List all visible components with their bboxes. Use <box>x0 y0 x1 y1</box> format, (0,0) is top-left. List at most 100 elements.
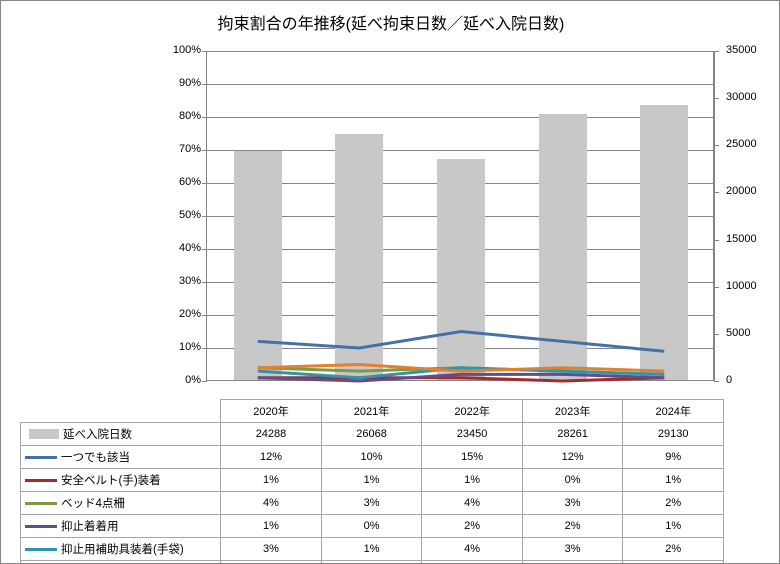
legend-label: 一つでも該当 <box>61 452 130 464</box>
y-axis-left-tick-label: 100% <box>172 44 201 56</box>
y-axis-left-ticks <box>201 51 207 382</box>
table-header-year: 2022年 <box>421 399 523 423</box>
y-axis-left-tick <box>202 282 207 283</box>
gridline <box>207 150 713 151</box>
y-axis-left-tick-label: 80% <box>178 110 201 122</box>
table-cell: 1% <box>622 468 724 492</box>
table-row: ベッド4点柵 4% 3% 4% 3% 2% <box>19 491 724 515</box>
table-cell: 1% <box>622 514 724 538</box>
bar-2021年 <box>335 134 384 380</box>
y-axis-right-tick <box>714 381 719 382</box>
y-axis-right-tick <box>714 240 719 241</box>
y-axis-left-tick-label: 20% <box>178 308 201 320</box>
table-cell: 0% <box>521 468 624 492</box>
table-header-row: 2020年 2021年 2022年 2023年 2024年 <box>20 399 724 423</box>
table-row: 抑止着着用 1% 0% 2% 2% 1% <box>19 514 724 538</box>
y-axis-left-labels: 0% 10% 20% 30% 40% 50% 60% 70% 80% 90% 100% <box>151 45 201 386</box>
bar-2022年 <box>437 158 485 380</box>
gridline <box>207 51 713 52</box>
table-cell: 4% <box>521 560 624 563</box>
line-series <box>257 376 665 383</box>
y-axis-left-tick <box>202 150 207 151</box>
y-axis-left-tick-label: 70% <box>178 143 201 155</box>
table-header-year: 2023年 <box>521 399 624 423</box>
legend-entry: 抑止着着用 <box>19 514 222 538</box>
table-cell: 2% <box>622 537 724 561</box>
table-cell: 2% <box>622 491 724 515</box>
y-axis-left-tick-label: 50% <box>178 209 201 221</box>
legend-entry: 安全ベルト(手)装着 <box>19 468 222 492</box>
legend-label: 安全ベルト(手)装着 <box>61 475 161 487</box>
y-axis-left-tick-label: 90% <box>178 77 201 89</box>
line-series <box>257 363 665 373</box>
table-cell: 29130 <box>622 422 724 446</box>
table-header-year: 2024年 <box>622 399 724 423</box>
table-header-blank <box>20 399 222 423</box>
table-cell: 4% <box>220 560 322 563</box>
table-cell: 1% <box>220 514 322 538</box>
table-cell: 2% <box>521 514 624 538</box>
bar-2024年 <box>640 105 689 380</box>
line-series <box>257 366 665 380</box>
y-axis-right-tick-label: 15000 <box>726 232 757 245</box>
table-row: 抑止用補助具装着(手袋) 3% 1% 4% 3% 2% <box>19 537 724 561</box>
y-axis-left-tick <box>202 183 207 184</box>
table-cell: 9% <box>622 445 724 469</box>
y-axis-right-tick-label: 35000 <box>726 44 757 56</box>
y-axis-right-ticks <box>714 51 720 382</box>
table-cell: 28261 <box>521 422 624 446</box>
table-cell: 4% <box>421 537 523 561</box>
table-cell: 1% <box>320 537 423 561</box>
y-axis-left-tick-label: 40% <box>178 242 201 254</box>
line-series <box>257 330 665 353</box>
table-cell: 2% <box>421 514 523 538</box>
legend-line-icon <box>25 547 57 551</box>
y-axis-right-tick-label: 10000 <box>726 279 757 292</box>
y-axis-right-tick <box>714 145 719 146</box>
y-axis-right-labels: 0 5000 10000 15000 20000 25000 30000 35000 <box>720 45 775 386</box>
y-axis-right-tick-label: 0 <box>726 374 733 386</box>
y-axis-right-tick <box>714 51 719 52</box>
table-row: 安全ベルト(手)装着 1% 1% 1% 0% 1% <box>19 468 724 492</box>
legend-entry: 延べ入院日数 <box>19 422 222 446</box>
legend-line-icon <box>25 478 57 482</box>
gridline <box>207 117 713 118</box>
y-axis-right-tick-label: 5000 <box>726 326 751 339</box>
y-axis-right-tick-label: 30000 <box>726 91 757 104</box>
legend-entry: ベッド4点柵 <box>19 491 222 515</box>
table-cell: 1% <box>320 468 423 492</box>
legend-line-icon <box>25 455 57 459</box>
data-table: 2020年 2021年 2022年 2023年 2024年 延べ入院日数 24288 260… <box>19 399 724 563</box>
plot-inner <box>207 51 713 383</box>
legend-entry: 車椅子安全ベルト装着 <box>19 560 222 563</box>
table-cell: 4% <box>421 491 523 515</box>
y-axis-right-tick <box>714 334 719 335</box>
table-cell: 24288 <box>220 422 322 446</box>
table-cell: 3% <box>521 537 624 561</box>
legend-entry: 抑止用補助具装着(手袋) <box>19 537 222 561</box>
table-cell: 0% <box>320 514 423 538</box>
table-row: 車椅子安全ベルト装着4%5%3%4%3% <box>19 560 724 563</box>
table-body: 延べ入院日数 24288 26068 23450 28261 29130 一つでも該当 12%… <box>19 422 724 563</box>
bar-2023年 <box>538 113 587 380</box>
y-axis-left-tick <box>202 348 207 349</box>
table-header-year: 2021年 <box>320 399 423 423</box>
chart-title: 拘束割合の年推移(延べ拘束日数／延べ入院日数) <box>217 16 565 33</box>
y-axis-right-tick-label: 25000 <box>726 138 757 151</box>
y-axis-left-tick <box>202 117 207 118</box>
y-axis-left-tick <box>202 381 207 382</box>
gridline <box>207 84 713 85</box>
y-axis-left-tick-label: 60% <box>178 176 201 188</box>
table-cell: 4% <box>220 491 322 515</box>
y-axis-right-tick <box>714 287 719 288</box>
table-cell: 1% <box>421 468 523 492</box>
table-cell: 3% <box>622 560 724 563</box>
table-cell: 3% <box>521 491 624 515</box>
legend-label: 抑止用補助具装着(手袋) <box>61 544 184 556</box>
legend-line-icon <box>25 524 57 528</box>
table-cell: 5% <box>320 560 423 563</box>
y-axis-right-tick <box>714 98 719 99</box>
line-series <box>257 372 665 383</box>
table-cell: 12% <box>521 445 624 469</box>
